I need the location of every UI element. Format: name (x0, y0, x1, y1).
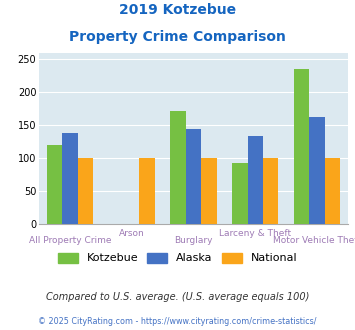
Bar (78, 158, 93, 224)
Text: All Property Crime: All Property Crime (29, 236, 111, 245)
Bar (263, 158, 278, 224)
Bar (294, 69, 309, 224)
Bar (247, 136, 263, 224)
Bar (62, 133, 78, 224)
Text: Compared to U.S. average. (U.S. average equals 100): Compared to U.S. average. (U.S. average … (46, 292, 309, 302)
Text: Burglary: Burglary (174, 236, 213, 245)
Bar (170, 111, 186, 224)
Bar (140, 158, 155, 224)
Text: Larceny & Theft: Larceny & Theft (219, 229, 291, 238)
Bar (309, 117, 325, 224)
Bar (201, 158, 217, 224)
Text: Property Crime Comparison: Property Crime Comparison (69, 30, 286, 44)
Legend: Kotzebue, Alaska, National: Kotzebue, Alaska, National (55, 249, 300, 267)
Text: Motor Vehicle Theft: Motor Vehicle Theft (273, 236, 355, 245)
Text: Arson: Arson (119, 229, 144, 238)
Bar (186, 129, 201, 224)
Text: 2019 Kotzebue: 2019 Kotzebue (119, 3, 236, 17)
Bar (232, 163, 247, 224)
Bar (47, 145, 62, 224)
Text: © 2025 CityRating.com - https://www.cityrating.com/crime-statistics/: © 2025 CityRating.com - https://www.city… (38, 317, 317, 326)
Bar (325, 158, 340, 224)
